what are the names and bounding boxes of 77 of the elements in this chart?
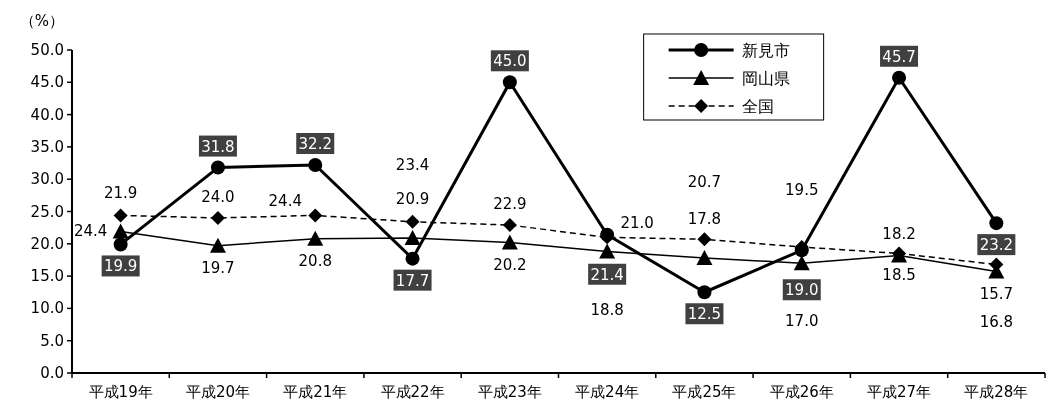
data-label: 20.8: [298, 251, 332, 270]
y-tick-label: 35.0: [30, 137, 64, 156]
legend-label: 全国: [741, 97, 774, 116]
data-label: 20.9: [395, 189, 430, 208]
point: [502, 75, 517, 90]
data-label: 20.2: [493, 255, 527, 274]
point: [307, 230, 324, 246]
point: [405, 251, 420, 266]
point: [112, 223, 129, 239]
data-label: 45.0: [493, 52, 527, 71]
point: [405, 214, 420, 229]
data-label: 23.2: [979, 236, 1014, 255]
data-label: 17.0: [785, 312, 819, 331]
data-label: 24.4: [73, 222, 108, 241]
data-label: 18.5: [882, 266, 916, 285]
x-tick-label: 平成25年: [672, 383, 737, 401]
data-label: 17.7: [395, 271, 430, 290]
x-tick-label: 平成20年: [185, 383, 250, 401]
point: [696, 250, 713, 266]
point: [697, 285, 712, 300]
data-label: 24.4: [268, 192, 302, 211]
y-tick-label: 10.0: [30, 299, 64, 318]
y-tick-label: 0.0: [40, 364, 64, 382]
data-label: 19.0: [785, 281, 819, 300]
y-tick-label: 30.0: [30, 170, 64, 189]
y-tick-label: 20.0: [30, 234, 64, 253]
legend-label: 新見市: [741, 41, 790, 60]
x-tick-label: 平成19年: [88, 383, 153, 401]
data-label: 12.5: [687, 305, 722, 324]
point: [113, 208, 128, 223]
x-tick-label: 平成27年: [867, 383, 932, 401]
data-label: 22.9: [493, 195, 527, 214]
x-tick-label: 平成24年: [575, 383, 640, 401]
data-label: 23.4: [395, 155, 430, 174]
y-tick-label: 15.0: [30, 267, 64, 286]
point: [502, 218, 517, 233]
point: [209, 237, 226, 253]
point: [404, 229, 421, 245]
data-label: 15.7: [979, 284, 1014, 303]
x-tick-label: 平成21年: [283, 383, 348, 401]
data-label: 21.0: [620, 214, 654, 233]
data-label: 45.7: [882, 47, 916, 66]
point: [793, 255, 810, 271]
data-label: 16.8: [979, 313, 1014, 332]
point: [989, 216, 1004, 231]
data-label: 19.5: [785, 181, 819, 200]
x-tick-label: 平成23年: [477, 383, 542, 401]
data-label: 19.9: [103, 257, 138, 276]
point: [501, 234, 518, 250]
data-label: 21.9: [103, 183, 138, 202]
y-tick-label: 50.0: [30, 41, 64, 59]
data-label: 19.7: [201, 258, 235, 277]
data-label: 17.8: [687, 210, 722, 229]
point: [892, 70, 907, 85]
y-axis-title: （%）: [19, 12, 65, 30]
point: [210, 210, 225, 225]
y-tick-label: 5.0: [40, 331, 64, 350]
data-label: 18.8: [590, 300, 624, 319]
y-tick-label: 45.0: [30, 73, 64, 92]
x-tick-label: 平成22年: [380, 383, 445, 401]
x-tick-label: 平成28年: [964, 383, 1029, 401]
point: [308, 208, 323, 223]
data-label: 31.8: [201, 137, 235, 156]
point: [113, 237, 128, 252]
point: [599, 243, 616, 259]
x-tick-label: 平成26年: [769, 383, 834, 401]
point: [308, 157, 323, 172]
point: [697, 232, 712, 247]
legend-label: 岡山県: [741, 69, 790, 88]
data-label: 32.2: [298, 134, 332, 153]
y-tick-label: 40.0: [30, 105, 64, 124]
data-label: 18.2: [882, 225, 916, 244]
data-label: 21.4: [590, 265, 624, 284]
point: [210, 160, 225, 175]
y-tick-label: 25.0: [30, 202, 64, 221]
data-label: 24.0: [201, 187, 235, 206]
data-label: 20.7: [687, 173, 722, 192]
